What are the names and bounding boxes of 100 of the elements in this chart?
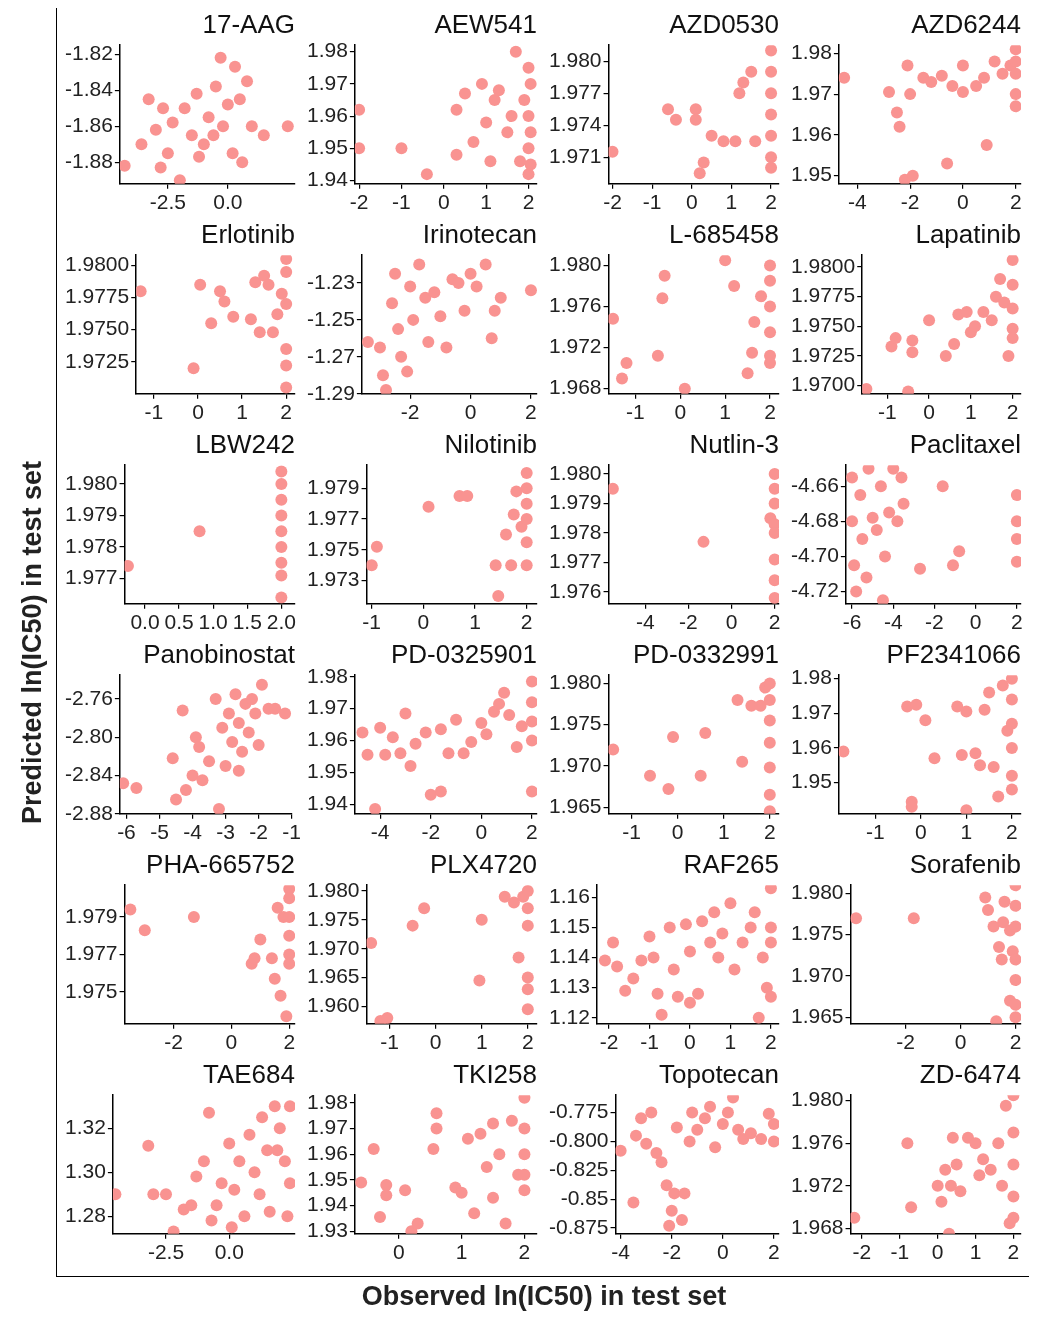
y-tick-label: 1.95	[791, 769, 832, 793]
point	[768, 553, 779, 566]
point	[683, 996, 696, 1009]
point	[691, 1123, 704, 1136]
point	[850, 1211, 861, 1224]
point	[280, 265, 293, 278]
point	[256, 1111, 269, 1124]
chart-title: AEW541	[434, 8, 537, 39]
x-tick-label: 1	[475, 1030, 488, 1054]
y-tick-label: 1.975	[790, 921, 844, 945]
point	[1010, 489, 1021, 502]
x-tick-label: 0	[969, 610, 982, 634]
x-tick-label: 1	[719, 400, 732, 424]
y-tick-label: -2.80	[64, 724, 113, 748]
point	[422, 336, 435, 349]
point	[520, 559, 533, 572]
chart-title: PLX4720	[430, 848, 537, 879]
x-tick-label: 2	[280, 400, 293, 424]
point	[154, 161, 167, 174]
x-tick-label: 2	[518, 1240, 531, 1264]
point	[764, 921, 777, 934]
x-tick-label: 0	[429, 1030, 442, 1054]
chart-title: Sorafenib	[909, 848, 1021, 879]
point	[950, 1158, 963, 1171]
point	[193, 150, 206, 163]
point	[275, 509, 288, 522]
y-tick-label: 1.970	[790, 962, 844, 986]
point	[525, 785, 537, 798]
point	[955, 748, 968, 761]
point	[189, 731, 202, 744]
point	[954, 1185, 967, 1198]
point	[992, 790, 1005, 803]
y-tick-label: 1.96	[791, 734, 832, 758]
y-tick-label: 1.975	[306, 906, 360, 930]
y-tick-label: 1.9750	[65, 316, 130, 340]
x-tick-label: -1	[890, 1240, 910, 1264]
point	[679, 918, 692, 931]
y-tick-label: 1.96	[307, 727, 348, 751]
y-tick-label: 1.98	[791, 665, 832, 689]
point	[283, 929, 295, 942]
point	[874, 480, 887, 493]
x-tick-label: -2	[164, 1030, 184, 1054]
point	[763, 736, 776, 749]
point	[768, 482, 779, 495]
point	[475, 913, 488, 926]
x-tick-label: -6	[842, 610, 862, 634]
point	[217, 120, 230, 133]
point	[430, 1107, 443, 1120]
point	[692, 987, 705, 1000]
point	[838, 71, 851, 84]
point	[656, 292, 669, 305]
point	[764, 990, 777, 1003]
point	[197, 1155, 210, 1168]
point	[394, 747, 407, 760]
point	[209, 693, 222, 706]
y-tick-label: 1.13	[549, 974, 590, 998]
point	[744, 921, 757, 934]
point	[870, 524, 883, 537]
x-tick-label: 0	[225, 1030, 238, 1054]
point	[1009, 899, 1021, 912]
x-tick-label: 2	[1009, 190, 1022, 214]
point	[655, 1156, 668, 1169]
point	[768, 468, 779, 481]
point	[380, 384, 393, 394]
x-tick-label: -3	[216, 820, 235, 844]
y-tick-label: 1.97	[307, 695, 348, 719]
point	[377, 369, 389, 382]
y-tick-label: 1.980	[548, 670, 602, 694]
point	[459, 87, 471, 100]
point	[418, 902, 431, 915]
point	[248, 1166, 261, 1179]
point	[724, 897, 737, 910]
y-tick-label: 1.93	[307, 1218, 348, 1242]
point	[455, 1186, 468, 1199]
point	[923, 314, 936, 327]
y-tick-label: 1.12	[549, 1004, 590, 1028]
point	[744, 1127, 757, 1140]
point	[611, 960, 624, 973]
point	[229, 688, 242, 701]
point	[424, 788, 437, 801]
point	[130, 781, 143, 794]
x-tick-label: -2	[852, 1240, 872, 1264]
point	[244, 313, 257, 326]
point	[467, 135, 480, 148]
y-tick-label: -0.875	[549, 1214, 609, 1238]
y-tick-label: 1.980	[306, 877, 360, 901]
x-tick-label: 0	[464, 400, 477, 424]
point	[678, 1187, 691, 1200]
point	[1009, 55, 1021, 68]
point	[717, 135, 730, 148]
chart-title: ZD-6474	[919, 1058, 1021, 1089]
y-tick-label: 1.979	[548, 490, 602, 514]
point	[176, 704, 189, 717]
point	[860, 571, 873, 584]
point	[998, 296, 1011, 309]
point	[226, 736, 239, 749]
x-tick-label: 1	[469, 610, 481, 634]
point	[507, 508, 520, 521]
point	[480, 728, 493, 741]
point	[225, 1221, 238, 1234]
